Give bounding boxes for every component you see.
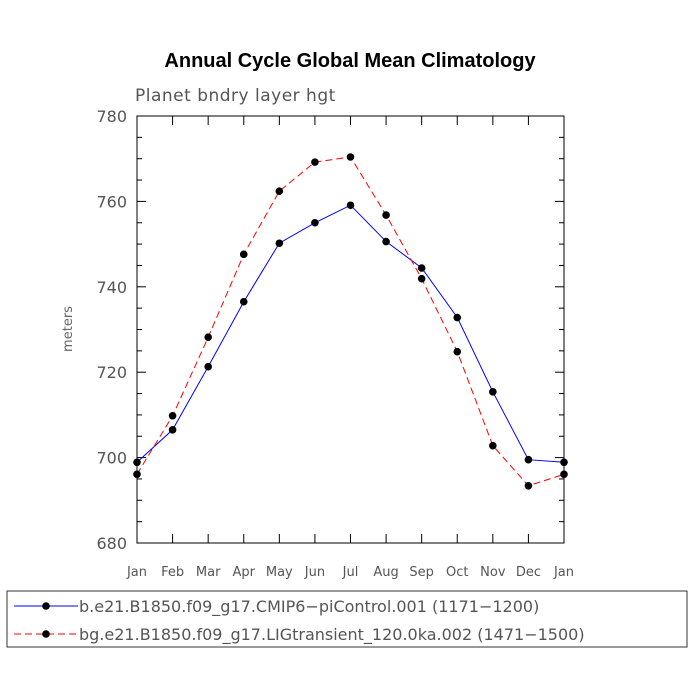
y-tick-label: 720 (96, 363, 127, 382)
y-tick-label: 760 (96, 192, 127, 211)
ticks-layer: 680 700 720 740 760 780 Jan Feb Mar Apr May Jun Jul A… (96, 107, 574, 580)
x-tick-label: Oct (446, 565, 468, 580)
series-2-point (204, 333, 212, 341)
x-tick-label: Nov (480, 565, 506, 580)
x-tick-label: Mar (196, 565, 221, 580)
series-1-point (453, 313, 462, 322)
series-2-point (168, 411, 177, 420)
legend-marker-1 (42, 602, 50, 610)
series-1-point (417, 264, 426, 272)
x-tick-label: Jan (553, 565, 574, 580)
x-tick-label: Jun (304, 565, 325, 580)
x-tick-label: Feb (161, 565, 184, 580)
y-tick-label: 680 (96, 534, 127, 553)
series-1-point (524, 455, 533, 464)
series-2-point (524, 481, 533, 490)
legend-marker-2 (42, 630, 50, 638)
series-layer (133, 153, 568, 490)
series-1-point (168, 426, 177, 434)
x-tick-label: Dec (516, 565, 541, 580)
x-tick-label: Sep (409, 565, 434, 580)
x-tick-label: May (266, 565, 293, 580)
series-2-point (275, 187, 284, 195)
series-2-point (239, 250, 248, 259)
x-tick-label: Apr (233, 565, 256, 580)
legend-label-2: bg.e21.B1850.f09_g17.LIGtransient_120.0k… (79, 625, 585, 645)
series-1-point (311, 218, 319, 227)
legend-label-1: b.e21.B1850.f09_g17.CMIP6−piControl.001 … (79, 597, 539, 617)
series-1-point (275, 239, 284, 248)
series-1-point (382, 237, 390, 246)
series-2-point (417, 274, 426, 283)
chart-title: Annual Cycle Global Mean Climatology (164, 50, 536, 72)
series-2-point (346, 153, 355, 161)
series-2-point (560, 470, 568, 479)
series-2-point (453, 347, 462, 356)
series-2-point (382, 211, 390, 219)
y-tick-label: 780 (96, 107, 127, 126)
series-1-point (560, 458, 568, 467)
legend-box (6, 590, 688, 648)
series-line-1 (136, 204, 565, 463)
series-2-point (489, 441, 497, 450)
x-tick-label: Aug (373, 565, 398, 580)
series-1-point (204, 362, 212, 371)
chart-subtitle: Planet bndry layer hgt (135, 86, 336, 106)
series-1-point (489, 388, 497, 396)
plot-frame (136, 115, 565, 544)
series-2-point (311, 158, 319, 166)
x-tick-label: Jan (126, 565, 147, 580)
series-2-point (133, 470, 141, 479)
y-axis-label: meters (61, 306, 76, 352)
series-1-point (133, 458, 141, 467)
y-tick-label: 700 (96, 449, 127, 468)
y-tick-label: 740 (96, 278, 127, 297)
series-1-point (346, 201, 355, 210)
x-tick-label: Jul (342, 565, 359, 580)
series-1-point (239, 297, 248, 306)
legend: b.e21.B1850.f09_g17.CMIP6−piControl.001 … (6, 590, 688, 648)
